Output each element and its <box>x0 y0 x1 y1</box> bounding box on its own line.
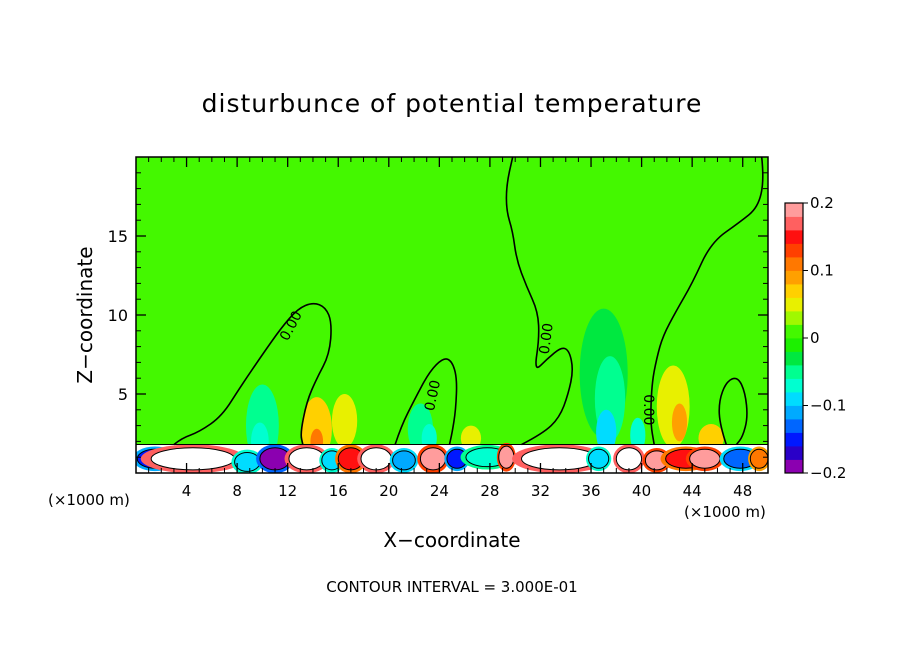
surface-blob-2 <box>234 451 261 472</box>
contour-label-2: 0.00 <box>537 322 557 355</box>
x-tick-label: 44 <box>683 482 702 500</box>
surface-layer <box>136 442 768 473</box>
y-axis-title: Z−coordinate <box>73 246 97 383</box>
surface-blob-7 <box>360 447 392 471</box>
surface-blob-15 <box>615 447 643 471</box>
anomaly-region-4 <box>331 394 358 448</box>
x-tick-label: 24 <box>430 482 449 500</box>
contour-interval-note: CONTOUR INTERVAL = 3.000E-01 <box>326 578 577 596</box>
contour-layer <box>173 157 764 446</box>
x-tick-label: 36 <box>581 482 600 500</box>
colorbar-swatch <box>785 230 803 244</box>
contour-line-1 <box>394 358 458 445</box>
colorbar-swatch <box>785 338 803 352</box>
colorbar-swatch <box>785 392 803 406</box>
y-tick-label: 5 <box>118 385 128 404</box>
x-tick-label: 40 <box>632 482 651 500</box>
chart-title: disturbunce of potential temperature <box>202 89 703 118</box>
colorbar-tick-label: 0.2 <box>810 194 834 212</box>
colorbar-swatch <box>785 351 803 366</box>
colorbar-tick-label: 0 <box>810 329 820 347</box>
surface-blob-20 <box>749 448 768 469</box>
surface-blob-4 <box>288 447 325 471</box>
colorbar-swatch <box>785 419 803 433</box>
colorbar-swatch <box>785 270 803 285</box>
colorbar-swatch <box>785 257 803 271</box>
anomaly-region-10 <box>596 409 617 455</box>
contour-line-2 <box>505 157 574 446</box>
y-axis: 5 10 15 <box>108 172 768 458</box>
x-tick-label: 8 <box>232 482 242 500</box>
anomaly-layer <box>245 308 724 467</box>
colorbar: 0.2 0.1 0 −0.1 −0.2 <box>784 194 846 482</box>
x-tick-label: 20 <box>379 482 398 500</box>
colorbar-swatch <box>785 378 803 393</box>
x-tick-label: 16 <box>329 482 348 500</box>
colorbar-swatch <box>785 459 803 474</box>
colorbar-swatch <box>785 324 803 339</box>
colorbar-swatch <box>785 297 803 312</box>
surface-blob-8 <box>392 450 416 471</box>
colorbar-swatch <box>785 432 803 447</box>
colorbar-tick-label: −0.1 <box>810 397 846 415</box>
surface-blob-14 <box>588 448 610 469</box>
x-tick-label: 28 <box>480 482 499 500</box>
colorbar-swatch <box>785 284 803 298</box>
contour-label-1: 0.00 <box>422 379 444 413</box>
plot-area <box>136 157 768 473</box>
contour-line-3 <box>650 157 764 445</box>
colorbar-swatch <box>785 243 803 258</box>
colorbar-tick-label: −0.2 <box>810 464 846 482</box>
x-tick-label: 12 <box>278 482 297 500</box>
x-tick-label: 32 <box>531 482 550 500</box>
colorbar-swatch <box>785 311 803 325</box>
colorbar-swatch <box>785 405 803 420</box>
y-tick-label: 10 <box>108 306 128 325</box>
colorbar-swatch <box>785 216 803 231</box>
contour-line-0 <box>173 302 332 446</box>
colorbar-swatch <box>785 203 803 217</box>
x-tick-label: 4 <box>182 482 192 500</box>
colorbar-tick-label: 0.1 <box>810 262 834 280</box>
anomaly-region-13 <box>671 403 688 442</box>
surface-blob-9 <box>419 447 447 471</box>
anomaly-region-11 <box>630 417 646 453</box>
x-unit-label-left: (×1000 m) <box>48 491 130 509</box>
surface-blob-18 <box>689 448 721 469</box>
surface-blob-1 <box>150 447 236 471</box>
colorbar-swatch <box>785 365 803 379</box>
x-axis: 4 8 12 16 20 24 28 32 36 40 44 48 <box>148 157 756 500</box>
contour-line-4 <box>718 377 748 446</box>
contour-label-3: 0.00 <box>640 394 656 425</box>
colorbar-swatch <box>785 446 803 460</box>
surface-blob-13 <box>521 447 598 471</box>
x-unit-label-right: (×1000 m) <box>684 503 766 521</box>
y-tick-label: 15 <box>108 227 128 246</box>
x-tick-label: 48 <box>733 482 752 500</box>
x-axis-title: X−coordinate <box>383 528 520 552</box>
surface-blob-12 <box>498 445 515 469</box>
